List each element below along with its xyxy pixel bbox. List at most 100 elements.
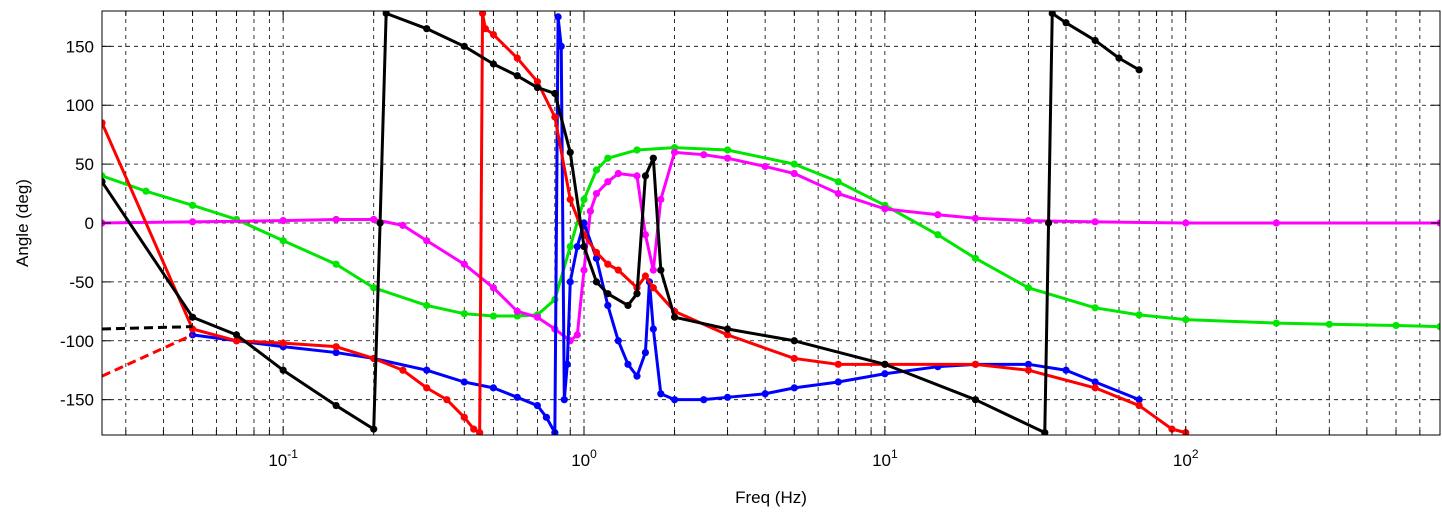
data-point <box>1325 320 1333 328</box>
data-point <box>580 242 588 251</box>
data-point <box>399 221 407 229</box>
data-point <box>834 378 842 386</box>
data-point <box>1024 217 1033 225</box>
data-point <box>188 331 197 339</box>
data-point <box>573 242 581 251</box>
data-point <box>557 42 565 50</box>
data-point <box>102 119 106 127</box>
data-point <box>279 339 287 347</box>
data-point <box>1041 429 1049 435</box>
data-point <box>723 393 732 401</box>
data-point <box>580 266 588 274</box>
data-point <box>641 172 650 180</box>
data-point <box>1024 360 1033 368</box>
tick-marks <box>102 11 1441 435</box>
data-point <box>489 312 498 320</box>
data-point <box>592 189 601 198</box>
data-point <box>657 390 665 398</box>
data-point <box>370 425 378 433</box>
data-point <box>423 366 431 374</box>
data-point <box>633 372 641 380</box>
data-point <box>489 384 498 392</box>
data-point <box>1024 366 1033 374</box>
data-point <box>649 325 657 333</box>
data-point <box>971 396 980 404</box>
data-point <box>580 195 588 204</box>
data-point <box>551 113 559 121</box>
data-point <box>279 366 287 374</box>
data-point <box>1048 11 1056 17</box>
x-tick-label: 102 <box>1173 447 1199 470</box>
data-point <box>761 162 769 171</box>
x-axis-label: Freq (Hz) <box>735 488 807 507</box>
data-point <box>592 278 601 286</box>
data-point <box>423 237 431 245</box>
data-point <box>478 11 487 17</box>
data-point <box>460 378 468 386</box>
data-point <box>624 301 632 310</box>
data-point <box>102 178 106 186</box>
data-point <box>1091 384 1099 392</box>
data-point <box>657 195 665 204</box>
data-point <box>332 215 340 224</box>
data-point <box>513 393 521 401</box>
data-point <box>142 187 150 195</box>
data-point <box>790 337 798 345</box>
y-tick-label: 150 <box>66 37 94 56</box>
data-point <box>586 207 594 215</box>
data-point <box>881 370 889 378</box>
data-point <box>382 11 390 17</box>
data-point <box>554 13 562 21</box>
data-point <box>641 348 650 357</box>
data-point <box>1115 54 1123 62</box>
data-point <box>641 231 650 239</box>
data-point <box>633 290 641 298</box>
data-point <box>460 42 468 50</box>
data-point <box>566 195 574 204</box>
data-point <box>332 348 340 357</box>
series-line <box>102 325 193 331</box>
data-point <box>1024 284 1033 292</box>
data-point <box>470 425 478 433</box>
data-point <box>641 272 650 280</box>
data-point <box>1182 315 1190 324</box>
y-tick-label: -50 <box>69 273 94 292</box>
data-point <box>834 178 842 186</box>
data-point <box>102 172 106 180</box>
data-point <box>723 325 732 333</box>
data-point <box>971 254 980 262</box>
data-point <box>489 30 498 39</box>
data-point <box>188 201 197 209</box>
data-point <box>566 242 574 251</box>
data-point <box>834 360 842 368</box>
data-point <box>614 169 622 178</box>
y-tick-label: 0 <box>85 214 94 233</box>
data-point <box>1272 219 1280 227</box>
data-point <box>443 396 451 404</box>
data-point <box>423 384 431 392</box>
y-tick-label: -150 <box>60 391 94 410</box>
data-point <box>489 284 498 292</box>
data-point <box>592 248 601 257</box>
data-point <box>376 219 384 227</box>
series-0 <box>102 144 1440 331</box>
data-point <box>790 169 798 178</box>
data-point <box>971 360 980 368</box>
data-point <box>604 290 612 298</box>
data-point <box>533 401 542 410</box>
data-point <box>1392 321 1400 330</box>
data-point <box>489 60 498 68</box>
data-point <box>542 413 551 421</box>
data-point <box>423 25 431 33</box>
data-point <box>460 413 468 421</box>
data-point <box>188 218 197 226</box>
data-point <box>232 337 241 345</box>
data-point <box>533 83 542 92</box>
data-point <box>533 313 542 321</box>
data-point <box>1135 311 1143 319</box>
data-point <box>1062 19 1070 27</box>
data-point <box>1272 319 1280 327</box>
data-point <box>332 401 340 410</box>
data-point <box>723 331 732 339</box>
data-point <box>790 160 798 168</box>
